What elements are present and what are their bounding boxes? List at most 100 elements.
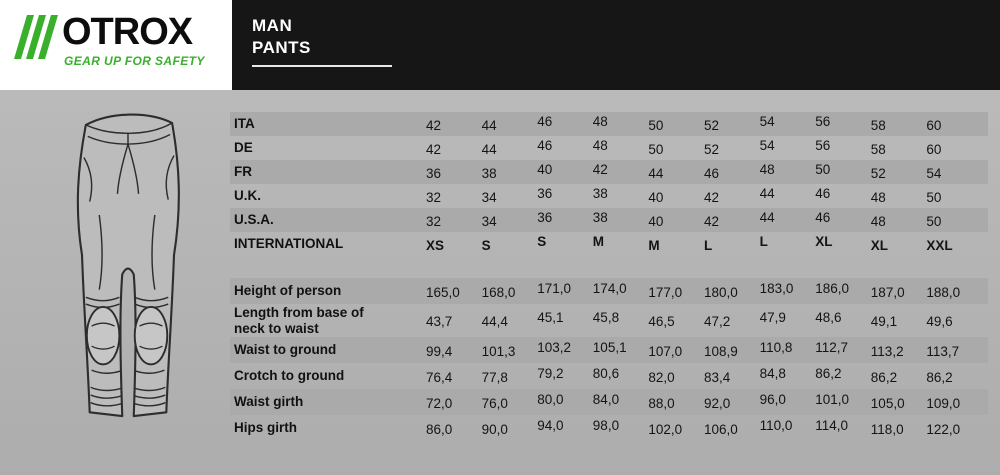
row-label: DE: [234, 140, 253, 156]
cell-value: 96,0: [759, 391, 786, 407]
cell-value: 83,4: [703, 369, 731, 385]
cell-value: 101,3: [481, 343, 516, 359]
cell-value: 165,0: [426, 284, 460, 300]
cell-value: 49,1: [870, 314, 898, 330]
cell-value: 84,0: [592, 391, 620, 407]
cell-value: XL: [815, 233, 833, 249]
cell-value: 44: [759, 209, 775, 225]
cell-value: 114,0: [815, 417, 848, 433]
cell-value: S: [537, 233, 547, 249]
cell-value: 49,6: [926, 314, 953, 330]
cell-value: 88,0: [648, 395, 675, 411]
cell-value: 180,0: [703, 284, 738, 300]
international-size-table: ITA 42 44 46 48 50 52 54 56 58 60 DE 42 44 46 48 50 52 54 5…: [230, 112, 988, 256]
brand-name: OTROX: [62, 11, 193, 53]
cell-value: L: [759, 233, 768, 249]
cell-value: 122,0: [926, 421, 961, 437]
cell-value: 113,7: [926, 343, 960, 359]
cell-value: 110,0: [759, 417, 793, 433]
cell-value: 103,2: [537, 339, 571, 355]
cell-value: 54: [759, 137, 775, 153]
page-title-line1: MAN: [252, 16, 293, 35]
cell-value: 174,0: [592, 280, 627, 296]
cell-value: 48: [592, 137, 608, 153]
cell-value: 84,8: [759, 365, 786, 381]
table-row: DE 42 44 46 48 50 52 54 56 58 60: [230, 136, 988, 160]
cell-value: 48: [870, 213, 886, 229]
cell-value: 113,2: [870, 343, 904, 359]
cell-value: 54: [759, 113, 775, 129]
cell-value: 106,0: [703, 421, 738, 437]
cell-value: XS: [426, 237, 445, 253]
cell-value: 34: [481, 213, 497, 229]
cell-value: 44: [759, 185, 775, 201]
cell-value: 105,0: [870, 395, 905, 411]
cell-value: 44: [648, 165, 664, 181]
cell-value: 56: [815, 113, 831, 129]
cell-value: 80,0: [537, 391, 564, 407]
cell-value: L: [703, 237, 713, 253]
cell-value: 43,7: [426, 314, 453, 330]
page-title-line2: PANTS: [252, 38, 311, 58]
size-chart: ITA 42 44 46 48 50 52 54 56 58 60 DE 42 44 46 48 50 52 54 5…: [230, 112, 988, 441]
cell-value: 36: [426, 165, 442, 181]
cell-value: 80,6: [592, 365, 620, 381]
cell-value: 50: [648, 117, 664, 133]
header-bar: OTROX GEAR UP FOR SAFETY MAN PANTS: [0, 0, 1000, 90]
cell-value: 105,1: [592, 339, 627, 355]
table-row: ITA 42 44 46 48 50 52 54 56 58 60: [230, 112, 988, 136]
cell-value: 48: [592, 113, 608, 129]
cell-value: 86,2: [926, 369, 953, 385]
cell-value: M: [592, 233, 605, 249]
cell-value: 99,4: [426, 343, 453, 359]
cell-value: 42: [592, 161, 608, 177]
table-row: U.K. 32 34 36 38 40 42 44 46 48 50: [230, 184, 988, 208]
table-row: Waist girth 72,0 76,0 80,0 84,0 88,0 92,0 96,0 1…: [230, 389, 988, 416]
cell-value: 86,2: [870, 369, 898, 385]
table-row: U.S.A. 32 34 36 38 40 42 44 46 48 50: [230, 208, 988, 232]
cell-value: 42: [703, 189, 720, 205]
cell-value: 98,0: [592, 417, 620, 433]
cell-value: 46: [537, 113, 553, 129]
table-row: Height of person 165,0 168,0 171,0 174,0 177,…: [230, 278, 988, 304]
cell-value: 44,4: [481, 314, 508, 330]
brand-text: OTROX GEAR UP FOR SAFETY: [62, 13, 205, 68]
cell-value: 108,9: [703, 343, 738, 359]
cell-value: 52: [703, 141, 720, 157]
row-label: Crotch to ground: [234, 368, 345, 384]
cell-value: 45,1: [537, 310, 564, 326]
cell-value: 107,0: [648, 343, 683, 359]
cell-value: 42: [426, 141, 442, 157]
cell-value: 50: [926, 213, 942, 229]
table-row: Hips girth 86,0 90,0 94,0 98,0 102,0 106,0 110,…: [230, 415, 988, 441]
cell-value: 90,0: [481, 421, 508, 437]
row-label: Waist to ground: [234, 342, 337, 358]
cell-value: 102,0: [648, 421, 683, 437]
cell-value: 54: [926, 165, 942, 181]
cell-value: 60: [926, 117, 942, 133]
cell-value: 86,2: [815, 365, 842, 381]
cell-value: 72,0: [426, 395, 453, 411]
brand-logo: OTROX GEAR UP FOR SAFETY: [0, 0, 232, 90]
cell-value: 44: [481, 141, 497, 157]
cell-value: 47,9: [759, 310, 786, 326]
cell-value: 94,0: [537, 417, 564, 433]
cell-value: 47,2: [703, 314, 731, 330]
cell-value: 36: [537, 209, 553, 225]
cell-value: 46: [703, 165, 720, 181]
cell-value: 60: [926, 141, 942, 157]
cell-value: 82,0: [648, 369, 675, 385]
cell-value: 77,8: [481, 369, 508, 385]
cell-value: 177,0: [648, 284, 683, 300]
cell-value: 168,0: [481, 284, 516, 300]
cell-value: S: [481, 237, 491, 253]
cell-value: 40: [648, 189, 664, 205]
cell-value: 109,0: [926, 395, 961, 411]
cell-value: 52: [703, 117, 720, 133]
page-title: MAN PANTS: [252, 15, 392, 59]
brand-slashes-icon: [14, 15, 58, 59]
row-label: Waist girth: [234, 394, 304, 410]
row-label: ITA: [234, 116, 255, 132]
cell-value: XL: [870, 237, 889, 253]
